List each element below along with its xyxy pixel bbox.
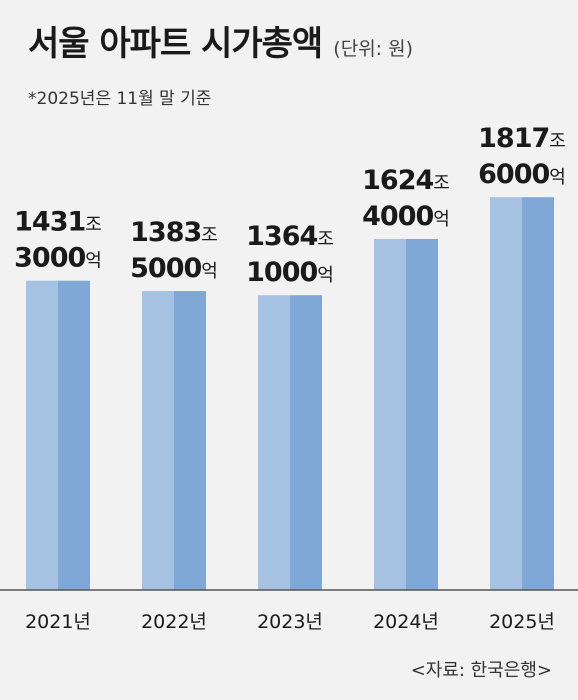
x-tick-label-4: 2025년: [489, 611, 555, 633]
bar-4-right: [522, 197, 554, 590]
x-tick-label-1: 2022년: [141, 611, 207, 633]
bar-0-right: [58, 280, 90, 590]
data-label-4-0: 1817조: [478, 123, 566, 154]
footnote: *2025년은 11월 말 기준: [28, 89, 212, 109]
data-label-4-1: 6000억: [478, 159, 566, 190]
bar-4-left: [490, 197, 522, 590]
bar-2-right: [290, 295, 322, 590]
data-label-1-1: 5000억: [130, 253, 218, 284]
bar-3-right: [406, 238, 438, 590]
data-label-3-0: 1624조: [362, 165, 450, 196]
bar-2-left: [258, 295, 290, 590]
x-tick-label-0: 2021년: [25, 611, 91, 633]
unit-label: (단위: 원): [333, 38, 414, 60]
data-label-0-0: 1431조: [14, 207, 102, 238]
title-row: 서울 아파트 시가총액 (단위: 원): [28, 16, 413, 65]
bar-3-left: [374, 238, 406, 590]
source-label: <자료: 한국은행>: [410, 660, 552, 681]
chart-title: 서울 아파트 시가총액: [28, 24, 323, 64]
data-label-2-1: 1000억: [246, 257, 334, 288]
data-label-1-0: 1383조: [130, 217, 218, 248]
x-tick-label-2: 2023년: [257, 611, 323, 633]
data-label-0-1: 3000억: [14, 243, 102, 274]
bar-0-left: [26, 280, 58, 590]
x-tick-label-3: 2024년: [373, 611, 439, 633]
data-label-2-0: 1364조: [246, 221, 334, 252]
bar-1-left: [142, 291, 174, 590]
data-label-3-1: 4000억: [362, 201, 450, 232]
bar-1-right: [174, 291, 206, 590]
